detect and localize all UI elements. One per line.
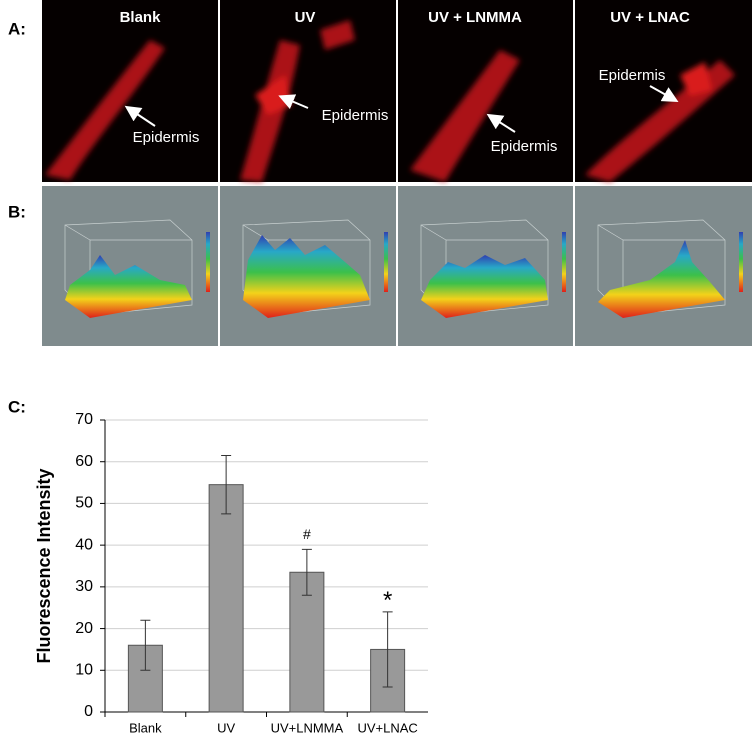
bar <box>208 484 244 713</box>
y-tick-label: 60 <box>75 453 93 470</box>
micrograph <box>575 0 752 182</box>
panel-label: B: <box>8 202 26 221</box>
significance-mark: # <box>303 526 311 542</box>
micrograph-annotation: Epidermis <box>322 107 389 124</box>
micrograph-annotation: Epidermis <box>133 129 200 146</box>
x-tick-label: UV+LNAC <box>357 720 417 735</box>
micrograph-annotation: Epidermis <box>599 67 666 84</box>
x-tick-label: Blank <box>129 720 162 735</box>
surface-plots <box>42 186 752 346</box>
surface-plot <box>575 186 752 346</box>
significance-mark: * <box>383 587 392 614</box>
micrograph-title: UV <box>295 9 316 26</box>
micrograph-title: Blank <box>120 9 162 26</box>
panel-label: A: <box>8 19 26 38</box>
micrograph-title: UV + LNAC <box>610 9 690 26</box>
panel-label: C: <box>8 397 26 416</box>
y-tick-label: 70 <box>75 411 93 428</box>
y-tick-label: 40 <box>75 536 93 553</box>
surface-plot <box>220 186 396 346</box>
arrows <box>124 85 679 133</box>
error-bar <box>382 611 393 688</box>
micrograph-title: UV + LNMMA <box>428 9 522 26</box>
y-tick-label: 30 <box>75 578 93 595</box>
error-bar <box>140 619 151 671</box>
y-tick-label: 50 <box>75 495 93 512</box>
x-tick-label: UV <box>217 720 235 735</box>
x-tick-label: UV+LNMMA <box>271 720 344 735</box>
tissue <box>45 20 735 182</box>
error-bar <box>221 454 232 515</box>
surface-plot <box>42 186 218 346</box>
micrograph-annotation: Epidermis <box>491 138 558 155</box>
micrograph <box>220 0 396 182</box>
micrographs: Blank UV UV + LNMMA UV + LNAC Epidermis … <box>42 0 752 182</box>
error-bar <box>301 548 312 596</box>
y-axis-title: Fluorescence Intensity <box>34 468 54 663</box>
bar-chart: Fluorescence Intensity 0 10 20 30 40 50 60 70 Bl… <box>34 411 428 735</box>
y-tick-label: 0 <box>84 703 93 720</box>
surface-plot <box>398 186 573 346</box>
y-tick-label: 20 <box>75 620 93 637</box>
y-tick-label: 10 <box>75 662 93 679</box>
